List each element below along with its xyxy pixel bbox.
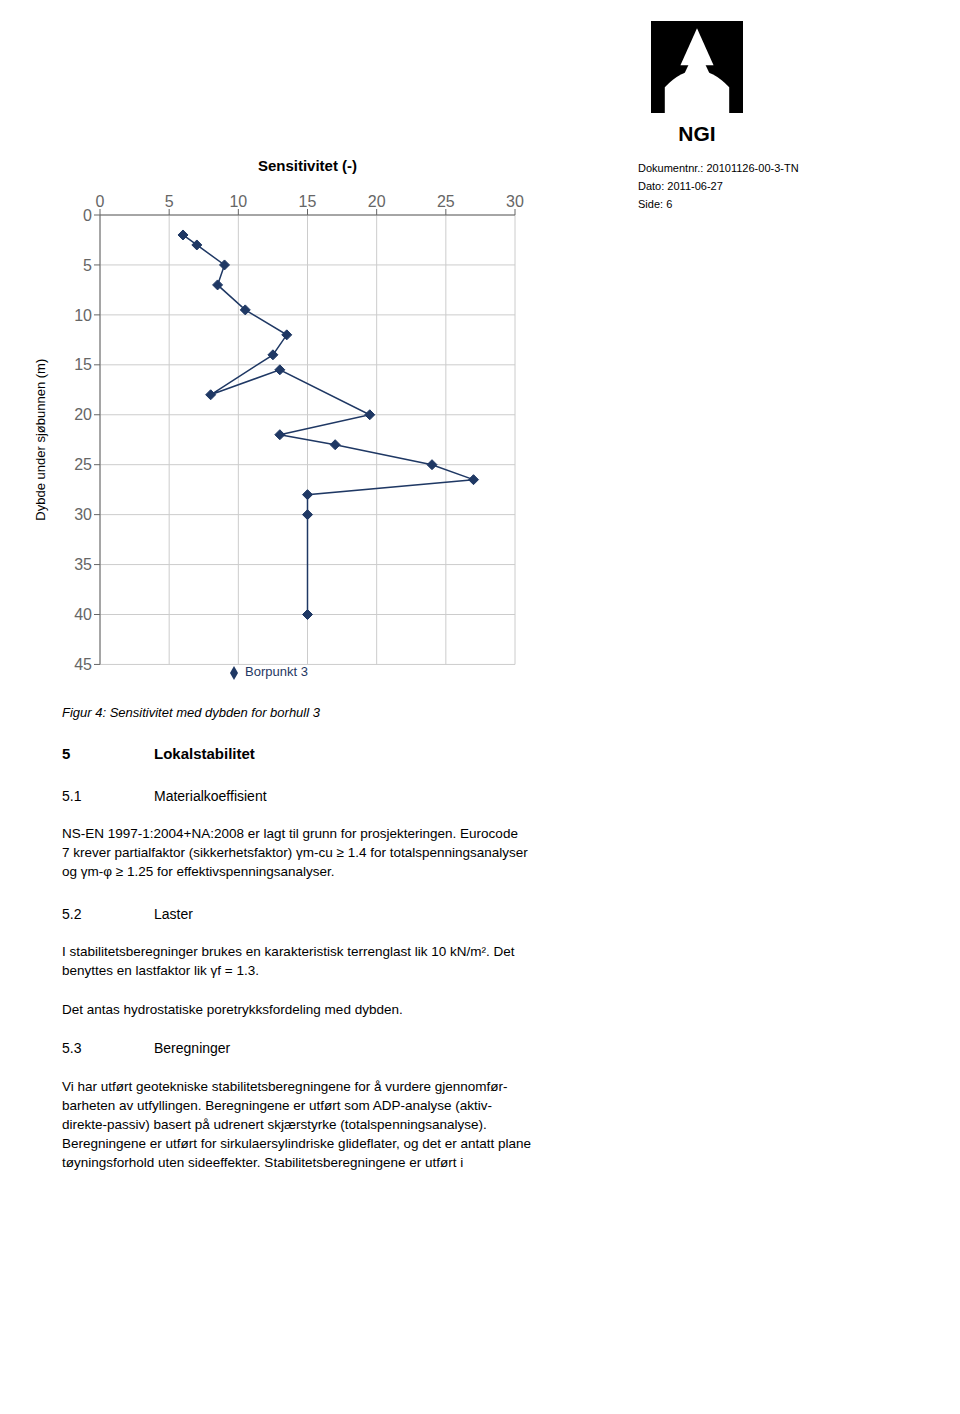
html-text:5.2: 5.2 xyxy=(62,906,82,922)
svg-text:5: 5 xyxy=(165,193,174,210)
svg-text:40: 40 xyxy=(74,606,92,623)
html-text:Dokumentnr.: 20101126-00-3-TN: Dokumentnr.: 20101126-00-3-TN xyxy=(638,162,799,174)
svg-text:0: 0 xyxy=(96,193,105,210)
html-text:Laster: Laster xyxy=(154,906,193,922)
svg-text:5: 5 xyxy=(83,257,92,274)
svg-text:30: 30 xyxy=(74,506,92,523)
html-text:5.3: 5.3 xyxy=(62,1040,82,1056)
svg-text:10: 10 xyxy=(229,193,247,210)
html-text:NGI: NGI xyxy=(678,122,716,145)
svg-text:15: 15 xyxy=(74,356,92,373)
html-text:Borpunkt 3: Borpunkt 3 xyxy=(245,664,308,680)
svg-text:45: 45 xyxy=(74,656,92,673)
html-text:Figur 4: Sensitivitet med dybd: Figur 4: Sensitivitet med dybden for bor… xyxy=(62,705,320,720)
html-text:I stabilitetsberegninger bruke: I stabilitetsberegninger brukes en karak… xyxy=(62,944,515,978)
html-text:NS-EN 1997-1:2004+NA:2008 er l: NS-EN 1997-1:2004+NA:2008 er lagt til gr… xyxy=(62,826,528,879)
svg-text:20: 20 xyxy=(368,193,386,210)
html-text:Det antas hydrostatiske poretr: Det antas hydrostatiske poretrykksfordel… xyxy=(62,1002,403,1017)
svg-text:10: 10 xyxy=(74,307,92,324)
svg-text:30: 30 xyxy=(506,193,524,210)
html-text:Materialkoeffisient: Materialkoeffisient xyxy=(154,788,267,804)
svg-text:20: 20 xyxy=(74,406,92,423)
html-text:Lokalstabilitet: Lokalstabilitet xyxy=(154,745,255,762)
html-text:5: 5 xyxy=(62,745,71,762)
html-text:Vi har utført geotekniske stab: Vi har utført geotekniske stabilitetsber… xyxy=(62,1079,531,1170)
html-text:Beregninger: Beregninger xyxy=(154,1040,231,1056)
svg-text:25: 25 xyxy=(74,456,92,473)
svg-text:Dybde under sjøbunnen (m): Dybde under sjøbunnen (m) xyxy=(33,359,48,521)
html-text:Side: 6: Side: 6 xyxy=(638,198,673,210)
svg-text:0: 0 xyxy=(83,207,92,224)
svg-text:Sensitivitet (-): Sensitivitet (-) xyxy=(258,157,357,174)
svg-text:25: 25 xyxy=(437,193,455,210)
svg-text:15: 15 xyxy=(299,193,317,210)
html-text:Dato: 2011-06-27: Dato: 2011-06-27 xyxy=(638,180,723,192)
html-text:5.1: 5.1 xyxy=(62,788,82,804)
svg-text:35: 35 xyxy=(74,556,92,573)
